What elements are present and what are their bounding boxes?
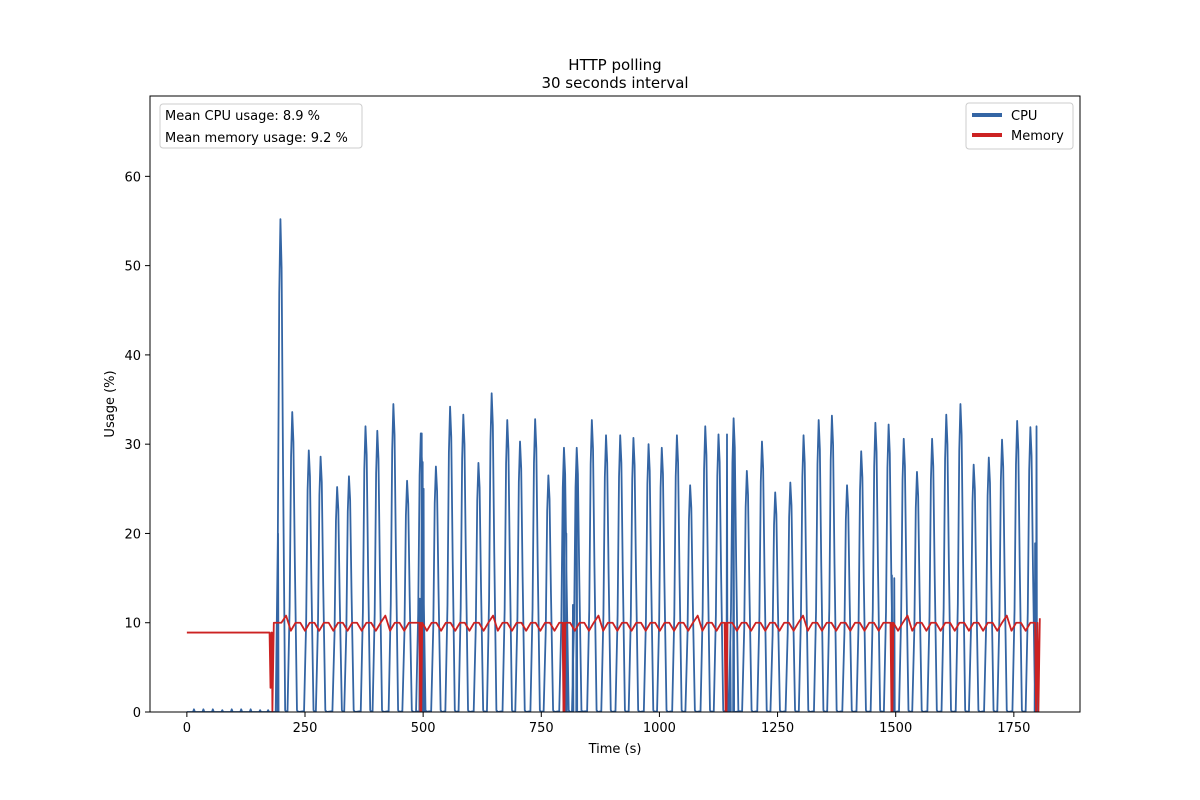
y-tick-label: 50 — [124, 260, 141, 275]
x-tick-label: 0 — [183, 721, 191, 736]
x-tick-label: 1500 — [879, 721, 912, 736]
plot-frame — [149, 95, 1081, 713]
y-tick-label: 20 — [124, 527, 141, 542]
stats-box-frame — [159, 103, 363, 149]
x-tick-label: 1250 — [761, 721, 794, 736]
stats-mean-memory: Mean memory usage: 9.2 % — [165, 131, 348, 146]
y-tick-label: 0 — [133, 706, 141, 721]
chart-subtitle: 30 seconds interval — [541, 74, 688, 92]
plot-area — [150, 96, 1080, 712]
legend: CPU Memory — [965, 102, 1074, 150]
x-tick-label: 1750 — [997, 721, 1030, 736]
y-tick-label: 60 — [124, 170, 141, 185]
x-tick-label: 750 — [529, 721, 554, 736]
y-tick-label: 40 — [124, 349, 141, 364]
stats-box: Mean CPU usage: 8.9 % Mean memory usage:… — [159, 103, 363, 149]
ticks-layer: 0 250 500 750 1000 1250 1500 1750 0 10 20 30 40 50 60 — [124, 170, 1030, 736]
stats-mean-cpu: Mean CPU usage: 8.9 % — [165, 109, 320, 124]
legend-label-cpu: CPU — [1011, 109, 1037, 124]
y-axis-label: Usage (%) — [103, 370, 118, 437]
y-tick-label: 10 — [124, 617, 141, 632]
x-tick-label: 1000 — [643, 721, 676, 736]
x-tick-label: 250 — [293, 721, 318, 736]
y-tick-label: 30 — [124, 438, 141, 453]
x-tick-label: 500 — [411, 721, 436, 736]
series-line-memory — [186, 614, 1041, 712]
x-axis-label: Time (s) — [588, 742, 642, 757]
legend-label-memory: Memory — [1011, 129, 1064, 144]
chart-title: HTTP polling — [568, 56, 661, 74]
